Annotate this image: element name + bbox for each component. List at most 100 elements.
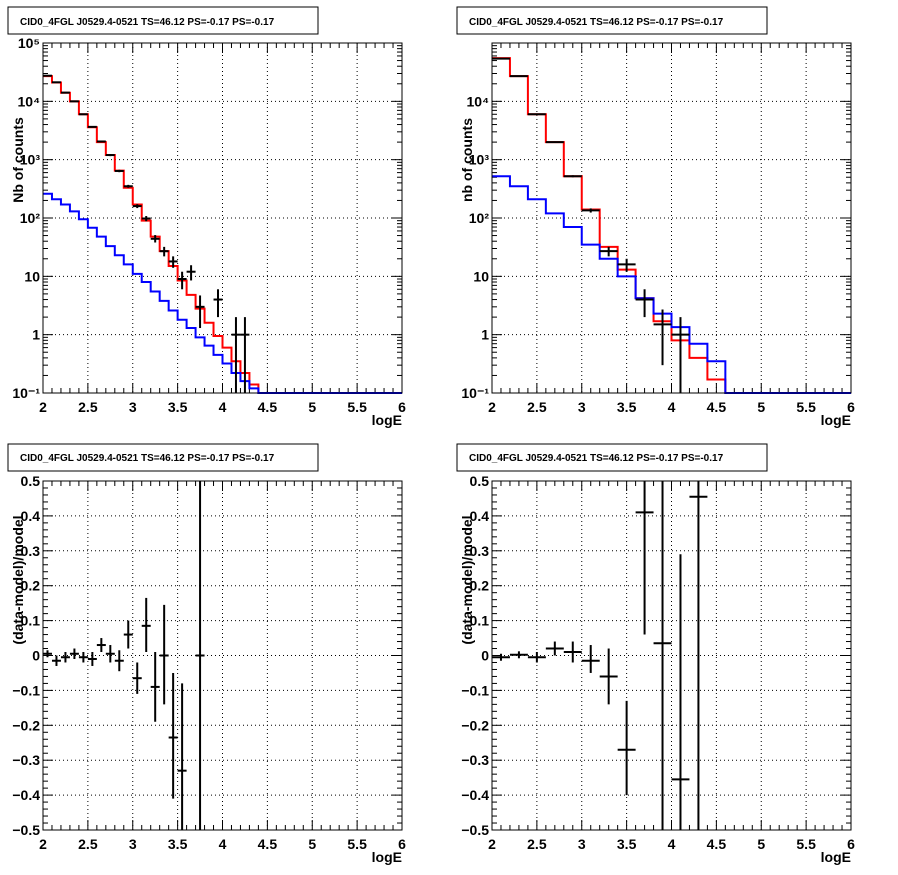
x-tick-label: 2	[39, 399, 47, 415]
y-tick-label: 0.1	[470, 613, 490, 629]
x-axis-label: logE	[821, 849, 851, 865]
y-tick-label: 0	[32, 648, 40, 664]
data-point	[177, 683, 187, 830]
x-tick-label: 4.5	[258, 836, 278, 852]
x-tick-label: 5.5	[796, 399, 816, 415]
y-tick-label: 1	[32, 327, 40, 343]
data-point	[177, 271, 187, 290]
data-point	[240, 317, 250, 393]
x-tick-label: 2.5	[78, 399, 98, 415]
x-axis-label: logE	[372, 849, 402, 865]
data-point	[689, 481, 708, 830]
x-tick-label: 6	[398, 399, 406, 415]
plot-title: CID0_4FGL J0529.4-0521 TS=46.12 PS=-0.17…	[469, 17, 724, 28]
data-point	[123, 620, 133, 649]
x-axis-label: logE	[821, 412, 851, 428]
y-tick-label: 0.5	[21, 473, 41, 489]
x-tick-label: 2.5	[527, 399, 547, 415]
y-tick-label: −0.2	[461, 717, 489, 733]
data-point	[43, 650, 52, 658]
x-tick-label: 4.5	[707, 399, 727, 415]
data-point	[581, 208, 600, 213]
data-point	[132, 662, 142, 694]
y-tick-label: 10	[473, 268, 489, 284]
plot-frame	[42, 480, 403, 831]
x-tick-label: 3	[129, 836, 137, 852]
x-tick-label: 3.5	[617, 399, 637, 415]
title-box	[456, 6, 768, 35]
data-point	[563, 175, 582, 178]
x-tick-label: 6	[847, 836, 855, 852]
y-tick-label: 0	[481, 648, 489, 664]
data-point	[186, 265, 196, 281]
data-point	[635, 289, 654, 318]
data-point	[69, 648, 79, 659]
x-tick-label: 4	[668, 836, 676, 852]
plot-title: CID0_4FGL J0529.4-0521 TS=46.12 PS=-0.17…	[20, 17, 275, 28]
x-tick-label: 4	[219, 836, 227, 852]
data-point	[114, 650, 124, 672]
data-point	[105, 645, 115, 663]
plot-title: CID0_4FGL J0529.4-0521 TS=46.12 PS=-0.17…	[20, 453, 275, 464]
y-tick-label: 10⁵	[18, 35, 40, 51]
y-tick-label: 0.2	[470, 578, 490, 594]
x-tick-label: 2	[488, 836, 496, 852]
x-axis-label: logE	[372, 412, 402, 428]
x-tick-label: 6	[398, 836, 406, 852]
data-point	[599, 246, 618, 257]
y-tick-label: 10³	[469, 152, 490, 168]
y-tick-label: −0.5	[461, 822, 489, 838]
y-tick-label: 10²	[20, 210, 41, 226]
data-point	[195, 481, 205, 830]
plot-frame	[491, 480, 852, 831]
x-tick-label: 5.5	[347, 399, 367, 415]
y-tick-label: −0.5	[12, 822, 40, 838]
y-axis-label: nb of counts	[459, 118, 475, 202]
residual-plot-right: CID0_4FGL J0529.4-0521 TS=46.12 PS=-0.17…	[456, 443, 855, 865]
data-point	[599, 648, 618, 705]
data-point	[545, 641, 564, 656]
x-tick-label: 5	[757, 399, 765, 415]
data-point	[617, 700, 636, 796]
y-tick-label: −0.1	[461, 682, 489, 698]
y-tick-label: 10⁻¹	[12, 385, 40, 401]
y-tick-label: −0.1	[12, 682, 40, 698]
title-box	[7, 443, 319, 472]
x-tick-label: 4	[219, 399, 227, 415]
title-box	[456, 443, 768, 472]
y-tick-label: 10³	[20, 152, 41, 168]
x-tick-label: 4	[668, 399, 676, 415]
counts-plot-right: CID0_4FGL J0529.4-0521 TS=46.12 PS=-0.17…	[456, 6, 855, 428]
x-tick-label: 3.5	[617, 836, 637, 852]
x-tick-label: 2.5	[78, 836, 98, 852]
data-point	[195, 295, 205, 329]
counts-plot-left: CID0_4FGL J0529.4-0521 TS=46.12 PS=-0.17…	[7, 6, 406, 428]
data-point	[96, 140, 106, 143]
x-tick-label: 2	[488, 399, 496, 415]
x-tick-label: 3	[578, 836, 586, 852]
x-tick-label: 5	[308, 836, 316, 852]
data-point	[60, 652, 70, 663]
data-point	[509, 75, 528, 78]
data-point	[671, 317, 690, 393]
data-point	[150, 652, 160, 722]
x-tick-label: 5	[308, 399, 316, 415]
data-point	[96, 638, 106, 653]
data-point	[671, 554, 690, 830]
data-point	[105, 154, 115, 157]
data-point	[159, 246, 169, 257]
x-tick-label: 4.5	[258, 399, 278, 415]
data-point	[159, 604, 169, 705]
x-tick-label: 2.5	[527, 836, 547, 852]
y-tick-label: 0.3	[21, 543, 41, 559]
data-point	[51, 81, 61, 84]
y-tick-label: 0.2	[21, 578, 41, 594]
y-tick-label: 0.3	[470, 543, 490, 559]
data-point	[114, 169, 124, 173]
data-point	[141, 597, 151, 653]
y-tick-label: 0.1	[21, 613, 41, 629]
y-tick-label: −0.2	[12, 717, 40, 733]
y-tick-label: 0.4	[470, 508, 490, 524]
data-point	[132, 204, 142, 209]
data-point	[527, 652, 546, 663]
